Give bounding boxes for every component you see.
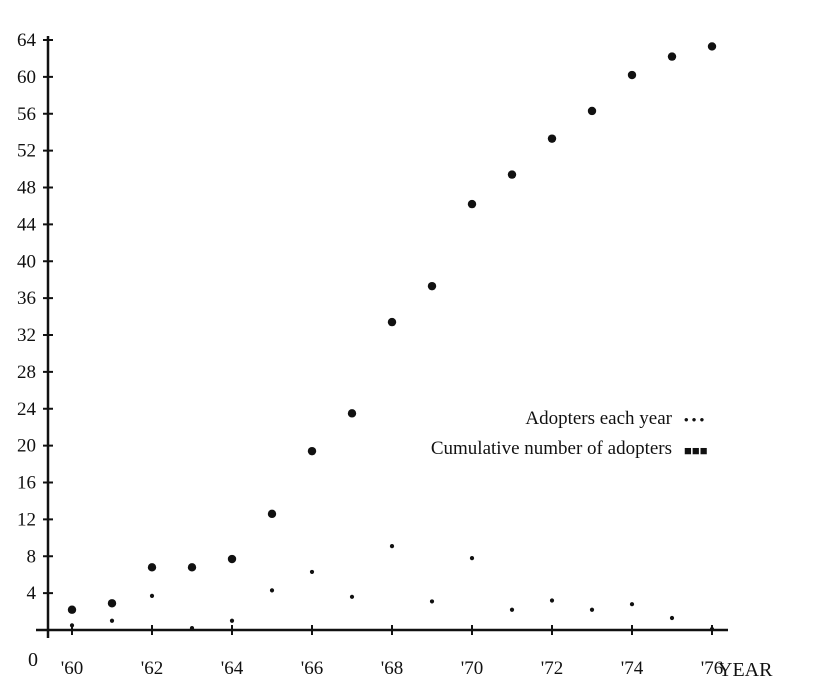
x-tick-label: '72 (541, 658, 563, 679)
adopters-each-year-point (69, 623, 75, 628)
legend-label-adopters-each-year: Adopters each year (525, 408, 672, 429)
adopters-each-year-point (549, 598, 555, 603)
adopters-each-year-point (589, 607, 595, 612)
y-tick-label: 20 (17, 436, 36, 457)
x-axis-title: YEAR (718, 659, 773, 681)
adopters-each-year-point (189, 626, 195, 631)
x-tick-label: '68 (381, 658, 403, 679)
axes (36, 36, 728, 638)
adopters-each-year-point (109, 618, 115, 623)
y-tick-label: 16 (17, 473, 36, 494)
x-tick-label: '76 (701, 658, 723, 679)
adopters-each-year-point (429, 599, 435, 604)
adopters-each-year-point (269, 588, 275, 593)
y-tick-label: 4 (27, 583, 37, 604)
adopters-each-year-point (509, 607, 515, 612)
cumulative-adopters-point (147, 563, 157, 572)
cumulative-adopters-point (227, 554, 237, 564)
legend-marker-adopters-each-year: • • • (684, 412, 705, 427)
cumulative-adopters-point (587, 106, 597, 116)
y-tick-label: 52 (17, 141, 36, 162)
cumulative-adopters-point (667, 52, 677, 61)
adopters-each-year-point (709, 626, 715, 632)
cumulative-adopters-point (187, 563, 197, 572)
adopters-each-year-point (629, 602, 635, 607)
y-tick-label: 24 (17, 399, 37, 420)
cumulative-adopters-point (707, 42, 717, 51)
cumulative-adopters-point (107, 599, 117, 608)
cumulative-adopters-point (547, 134, 557, 143)
x-tick-label: '66 (301, 658, 323, 679)
y-tick-label: 36 (17, 288, 36, 309)
x-tick-label: '64 (221, 658, 244, 679)
y-tick-label: 28 (17, 362, 36, 383)
adopters-each-year-point (149, 593, 155, 598)
adopters-each-year-point (309, 569, 315, 575)
x-tick-label: '62 (141, 658, 163, 679)
cumulative-adopters-point (427, 281, 437, 291)
legend: Adopters each year • • • Cumulative numb… (431, 408, 708, 459)
y-tick-label: 44 (17, 214, 37, 235)
y-tick-label: 12 (17, 509, 36, 530)
adopters-each-year-point (669, 615, 675, 621)
data-points (67, 42, 717, 632)
y-tick-label: 8 (27, 546, 37, 567)
adopters-each-year-point (469, 555, 475, 561)
adopters-each-year-point (349, 594, 355, 599)
y-tick-label: 40 (17, 251, 36, 272)
y-tick-label: 64 (17, 30, 37, 51)
cumulative-adopters-point (267, 509, 277, 519)
cumulative-adopters-point (387, 317, 397, 327)
x-tick-label: '70 (461, 658, 483, 679)
y-tick-label: 32 (17, 325, 36, 346)
legend-label-cumulative-adopters: Cumulative number of adopters (431, 438, 672, 459)
cumulative-adopters-point (507, 170, 517, 179)
adopters-each-year-point (389, 544, 395, 549)
x-tick-label: '74 (621, 658, 644, 679)
y-tick-label: 60 (17, 67, 36, 88)
y-tick-label: 48 (17, 178, 36, 199)
cumulative-adopters-point (627, 70, 637, 80)
cumulative-adopters-point (67, 605, 77, 614)
cumulative-adopters-point (467, 199, 477, 209)
origin-label: 0 (28, 649, 38, 671)
y-tick-label: 56 (17, 104, 36, 125)
legend-marker-cumulative-adopters: ■■■ (684, 443, 708, 458)
cumulative-adopters-point (347, 409, 357, 418)
x-tick-label: '60 (61, 658, 83, 679)
cumulative-adopters-point (307, 446, 317, 456)
adopters-each-year-point (229, 618, 235, 623)
